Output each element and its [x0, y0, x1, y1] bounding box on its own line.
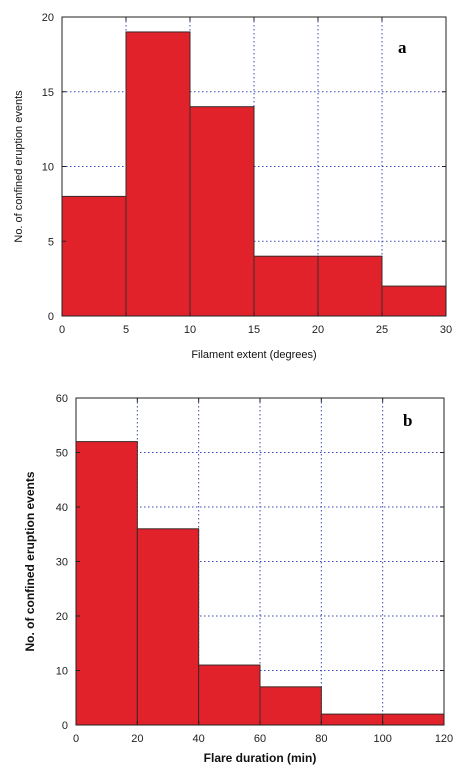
x-tick-label: 20	[131, 733, 143, 745]
y-tick-label: 50	[56, 448, 68, 460]
x-tick-label: 5	[123, 324, 129, 336]
x-tick-label: 10	[184, 324, 196, 336]
histogram-bar	[75, 441, 138, 726]
x-tick-label: 100	[373, 733, 391, 745]
histogram-bar	[382, 713, 445, 726]
x-tick-label: 25	[376, 324, 388, 336]
x-axis-label: Flare duration (min)	[204, 751, 317, 765]
chart-panel-b: 0 20 40 60 80 100 120 0 10 20 30 40 50 60 Flare durati…	[23, 393, 453, 765]
x-tick-label: 40	[193, 733, 205, 745]
histogram-bar	[136, 528, 200, 726]
x-tick-label: 15	[248, 324, 260, 336]
chart-panel-a: 0 5 10 15 20 25 30 0 5 10 15 20 Filament extent (deg…	[13, 12, 452, 361]
histogram-bar	[61, 195, 127, 317]
y-tick-label: 0	[62, 720, 68, 732]
y-tick-label: 20	[56, 611, 68, 623]
x-tick-label: 120	[435, 733, 453, 745]
y-tick-label: 60	[56, 393, 68, 405]
y-axis-label: No. of confined eruption events	[23, 471, 37, 651]
histogram-bar	[198, 664, 261, 726]
x-tick-label: 30	[440, 324, 452, 336]
panel-label: b	[403, 411, 412, 430]
histogram-bar	[317, 255, 383, 317]
histogram-bar	[253, 255, 319, 317]
y-axis-label: No. of confined eruption events	[13, 90, 25, 243]
histogram-bar	[381, 285, 447, 317]
histogram-bar	[189, 106, 255, 317]
x-tick-label: 0	[59, 324, 65, 336]
x-tick-label: 80	[315, 733, 327, 745]
histogram-bar	[125, 31, 191, 317]
y-tick-label: 15	[42, 87, 54, 99]
y-tick-label: 0	[48, 311, 54, 323]
panel-label: a	[398, 38, 407, 57]
x-axis-label: Filament extent (degrees)	[191, 349, 316, 361]
y-tick-label: 30	[56, 557, 68, 569]
histogram-bar	[320, 713, 384, 726]
y-tick-label: 10	[56, 666, 68, 678]
x-tick-label: 60	[254, 733, 266, 745]
x-tick-label: 20	[312, 324, 324, 336]
x-tick-label: 0	[73, 733, 79, 745]
y-tick-label: 10	[42, 162, 54, 174]
y-tick-label: 40	[56, 502, 68, 514]
y-tick-label: 20	[42, 12, 54, 24]
histogram-bar	[259, 686, 322, 726]
y-tick-label: 5	[48, 236, 54, 248]
